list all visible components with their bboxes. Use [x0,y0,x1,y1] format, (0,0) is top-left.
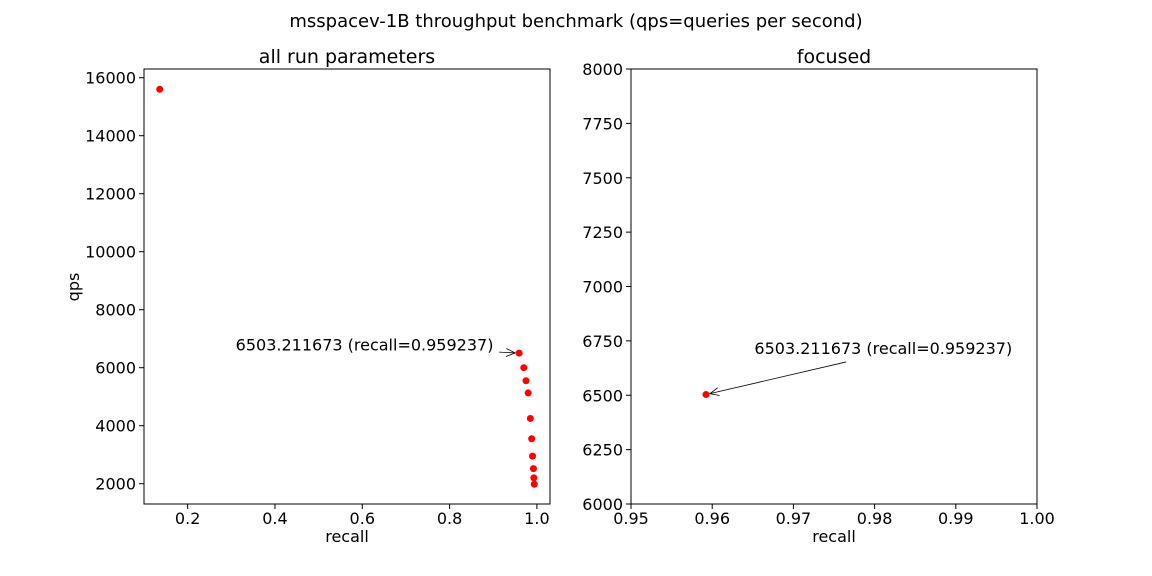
plot-frame-focused [630,68,1038,505]
y-tick-label: 16000 [85,69,136,88]
y-tick-label: 12000 [85,185,136,204]
data-point [530,480,538,488]
annotation-arrow-line [709,361,847,395]
y-tick-label: 6500 [582,386,623,405]
annotation-arrow-line [499,351,516,354]
y-tick-label: 10000 [85,243,136,262]
data-point [702,391,710,399]
x-tick-label: 0.8 [437,509,462,528]
data-point [526,414,534,422]
y-tick-label: 7500 [582,169,623,188]
x-axis-label-focused: recall [812,527,856,546]
points-all [156,85,538,488]
plot-title-all: all run parameters [259,46,435,68]
y-tick-label: 8000 [582,60,623,79]
axis-ticks-all: 0.2 0.4 0.6 0.8 1.0 2000 4000 6000 8000 10000 1200… [85,69,550,528]
plot-title-focused: focused [797,46,871,68]
y-tick-label: 6000 [582,495,623,514]
annotation-label: 6503.211673 (recall=0.959237) [236,335,494,354]
y-tick-label: 2000 [95,475,136,494]
x-tick-label: 0.99 [938,509,974,528]
data-point [529,465,537,473]
y-tick-label: 6750 [582,332,623,351]
plot-all-run-parameters: all run parameters 0.2 0.4 0.6 0.8 1.0 2000 40… [64,46,551,546]
y-tick-label: 7000 [582,278,623,297]
data-point [524,389,532,397]
x-axis-label-all: recall [325,527,369,546]
y-tick-label: 7250 [582,223,623,242]
x-tick-label: 1.0 [524,509,549,528]
plot-frame-all [143,68,551,505]
annotation-arrow-head [708,387,720,396]
data-point [156,85,164,93]
figure-title: msspacev-1B throughput benchmark (qps=qu… [289,11,862,32]
data-point [529,452,537,460]
data-point [520,364,528,372]
data-point [530,474,538,482]
annotation-arrow-head [505,348,517,357]
y-tick-label: 6000 [95,359,136,378]
data-point [528,435,536,443]
data-point [515,349,523,357]
x-tick-label: 0.4 [262,509,287,528]
y-tick-label: 6250 [582,441,623,460]
y-tick-label: 7750 [582,114,623,133]
x-tick-label: 0.95 [613,509,649,528]
plot-focused: focused 0.95 0.96 0.97 0.98 0.99 1.00 6000 6250… [582,46,1055,546]
y-tick-label: 8000 [95,301,136,320]
x-tick-label: 1.00 [1019,509,1055,528]
axis-ticks-focused: 0.95 0.96 0.97 0.98 0.99 1.00 6000 6250 6500 6750… [582,60,1055,528]
annotation-all: 6503.211673 (recall=0.959237) [236,335,517,357]
x-tick-label: 0.97 [776,509,812,528]
x-tick-label: 0.6 [350,509,375,528]
data-point [522,377,530,385]
y-tick-label: 4000 [95,417,136,436]
annotation-label: 6503.211673 (recall=0.959237) [754,339,1012,358]
y-axis-label-all: qps [64,273,83,302]
annotation-focused: 6503.211673 (recall=0.959237) [708,339,1012,396]
x-tick-label: 0.98 [857,509,893,528]
x-tick-label: 0.96 [694,509,730,528]
y-tick-label: 14000 [85,127,136,146]
points-focused [702,391,710,399]
x-tick-label: 0.2 [175,509,200,528]
